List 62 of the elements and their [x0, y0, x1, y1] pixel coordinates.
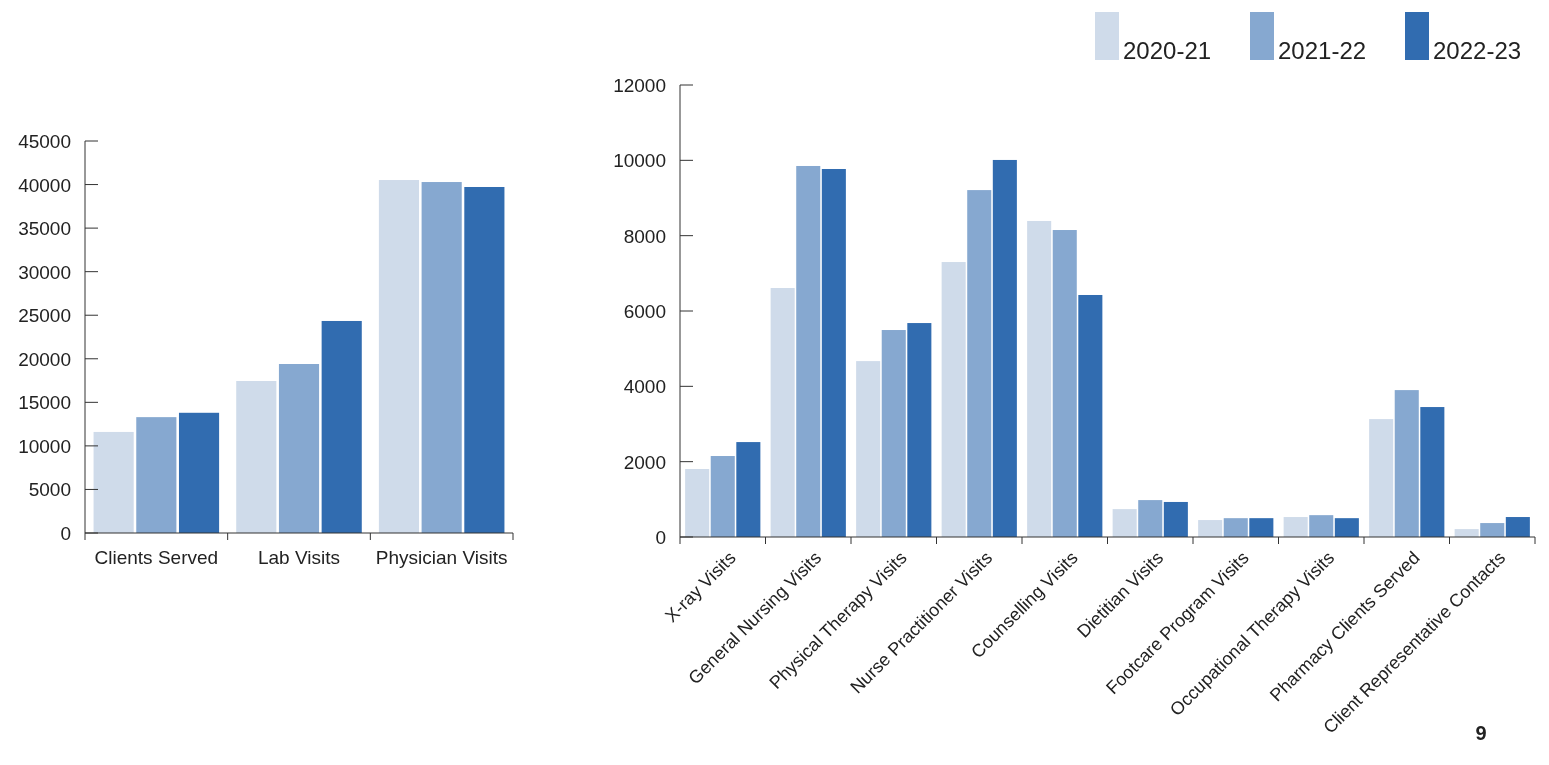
- bar: [278, 364, 320, 533]
- bar: [796, 165, 821, 537]
- y-tick-label: 0: [655, 527, 666, 548]
- y-tick-label: 35000: [18, 218, 71, 240]
- bar: [821, 169, 846, 537]
- bar: [685, 469, 710, 537]
- bar: [1369, 419, 1394, 537]
- bar: [967, 190, 992, 537]
- x-tick-label: Lab Visits: [257, 547, 341, 568]
- bar: [378, 180, 420, 533]
- bar: [1078, 294, 1103, 537]
- bar: [941, 262, 966, 537]
- bar: [1138, 500, 1163, 537]
- bar: [421, 182, 462, 533]
- y-tick-label: 12000: [613, 75, 666, 96]
- y-tick-label: 30000: [18, 261, 71, 283]
- bar: [1480, 523, 1505, 537]
- bar: [1420, 407, 1445, 537]
- y-tick-label: 25000: [18, 305, 71, 327]
- legend-label: 2020-21: [1123, 37, 1212, 64]
- bar: [856, 361, 881, 537]
- bar: [236, 380, 277, 533]
- bar: [1334, 518, 1359, 537]
- y-tick-label: 6000: [623, 301, 666, 322]
- bar: [93, 431, 134, 533]
- y-tick-label: 15000: [18, 392, 71, 414]
- y-tick-label: 2000: [623, 451, 666, 473]
- bar: [881, 330, 906, 537]
- bar: [1309, 515, 1334, 537]
- y-tick-label: 5000: [28, 479, 71, 501]
- bar: [736, 442, 761, 537]
- bar: [1283, 517, 1308, 537]
- y-tick-label: 4000: [623, 376, 666, 398]
- bar: [1163, 501, 1188, 537]
- bar: [1027, 220, 1052, 537]
- y-tick-label: 45000: [18, 131, 71, 152]
- bar: [178, 412, 220, 533]
- legend-label: 2021-22: [1278, 37, 1367, 64]
- legend-label: 2022-23: [1433, 37, 1522, 64]
- bar: [1112, 509, 1137, 537]
- y-tick-label: 0: [60, 523, 71, 544]
- text: 9: [1475, 722, 1487, 744]
- y-tick-label: 20000: [18, 348, 71, 370]
- bar: [464, 187, 505, 533]
- bar: [907, 323, 932, 537]
- bar: [1198, 520, 1223, 537]
- bar: [1505, 517, 1530, 537]
- y-tick-label: 10000: [18, 435, 71, 457]
- bar: [1394, 390, 1419, 537]
- bar: [992, 159, 1017, 537]
- bar: [1223, 518, 1248, 537]
- bar: [136, 417, 177, 533]
- bar: [321, 320, 362, 533]
- x-tick-label: Clients Served: [94, 547, 219, 568]
- y-tick-label: 8000: [623, 225, 666, 247]
- y-tick-label: 10000: [613, 150, 666, 172]
- bar: [770, 288, 795, 537]
- bar: [1249, 518, 1274, 537]
- bar: [710, 456, 735, 537]
- x-tick-label: Physician Visits: [375, 547, 508, 568]
- y-tick-label: 40000: [18, 174, 71, 196]
- bar: [1052, 230, 1077, 537]
